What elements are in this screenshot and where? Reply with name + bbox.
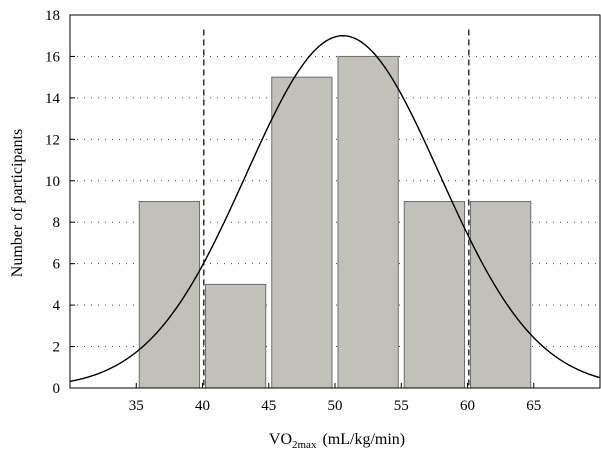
y-tick-label: 14	[45, 91, 61, 107]
y-tick-label: 0	[53, 381, 61, 397]
x-tick-label: 45	[261, 398, 276, 414]
normal-distribution-curve	[69, 35, 601, 383]
histogram-bar	[337, 55, 399, 389]
y-tick-label: 18	[45, 8, 60, 24]
histogram-bar	[403, 201, 465, 389]
y-tick-label: 2	[53, 340, 61, 356]
x-axis-label-main: VO	[269, 431, 292, 448]
x-axis-label-units: (mL/kg/min)	[322, 431, 405, 448]
x-tick-label: 40	[195, 398, 210, 414]
x-axis-label-subscript: 2max	[292, 439, 317, 451]
histogram-bar	[205, 283, 267, 389]
x-tick-label: 65	[526, 398, 541, 414]
x-axis-ticks: 35 40 45 50 55 60 65	[129, 383, 541, 414]
y-tick-label: 16	[45, 49, 61, 65]
bars	[138, 55, 532, 389]
y-tick-label: 8	[53, 215, 61, 231]
y-tick-label: 10	[45, 174, 60, 190]
y-axis-label: Number of participants	[9, 129, 26, 277]
y-tick-label: 4	[53, 298, 61, 314]
y-axis-ticks: 0 2 4 6 8 10 12 14 16 18	[45, 8, 75, 397]
x-tick-label: 50	[328, 398, 343, 414]
histogram-bar	[138, 201, 200, 389]
x-tick-label: 55	[394, 398, 409, 414]
histogram-bar	[271, 76, 333, 389]
x-tick-label: 35	[129, 398, 144, 414]
x-axis-label: VO2max (mL/kg/min)	[269, 431, 405, 451]
y-tick-label: 12	[45, 132, 60, 148]
x-tick-label: 60	[460, 398, 475, 414]
y-tick-label: 6	[53, 257, 61, 273]
